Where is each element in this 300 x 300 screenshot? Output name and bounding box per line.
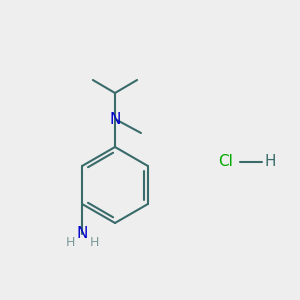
Text: H: H [65,236,75,248]
Text: N: N [109,112,121,127]
Text: Cl: Cl [218,154,233,169]
Text: H: H [89,236,99,248]
Text: N: N [76,226,88,242]
Text: H: H [264,154,275,169]
